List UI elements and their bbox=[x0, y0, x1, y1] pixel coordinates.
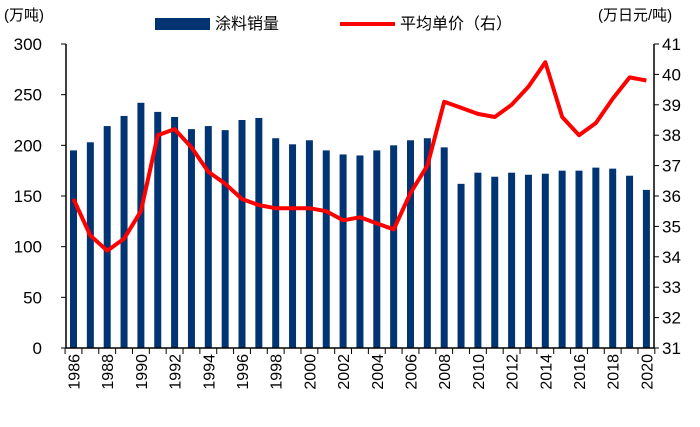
bar-2019 bbox=[626, 176, 633, 348]
bar-2020 bbox=[643, 190, 650, 348]
bar-1986 bbox=[70, 150, 77, 348]
x-tick-label: 1998 bbox=[269, 354, 286, 390]
left-tick-label: 150 bbox=[14, 187, 42, 206]
bar-1988 bbox=[104, 126, 111, 348]
left-tick-label: 300 bbox=[14, 35, 42, 54]
right-tick-label: 33 bbox=[662, 278, 681, 297]
right-tick-label: 40 bbox=[662, 65, 681, 84]
bar-2004 bbox=[373, 150, 380, 348]
bar-2013 bbox=[525, 175, 532, 348]
bar-1997 bbox=[255, 118, 262, 348]
left-tick-label: 200 bbox=[14, 136, 42, 155]
bar-2003 bbox=[356, 155, 363, 348]
x-tick-label: 2002 bbox=[336, 354, 353, 390]
legend-bar-swatch bbox=[155, 18, 210, 30]
left-tick-label: 100 bbox=[14, 238, 42, 257]
left-tick-label: 0 bbox=[33, 339, 42, 358]
bar-2014 bbox=[542, 174, 549, 348]
x-tick-label: 2006 bbox=[404, 354, 421, 390]
x-tick-label: 2004 bbox=[370, 354, 387, 390]
right-tick-label: 34 bbox=[662, 248, 681, 267]
right-tick-label: 39 bbox=[662, 96, 681, 115]
right-tick-label: 37 bbox=[662, 157, 681, 176]
bar-2016 bbox=[576, 171, 583, 348]
x-tick-label: 2000 bbox=[302, 354, 319, 390]
x-tick-label: 1986 bbox=[67, 354, 84, 390]
left-tick-label: 50 bbox=[23, 288, 42, 307]
legend-line-label: 平均单价（右） bbox=[400, 15, 512, 33]
bar-1990 bbox=[137, 103, 144, 348]
bar-1993 bbox=[188, 129, 195, 348]
bar-2015 bbox=[559, 171, 566, 348]
x-tick-label: 2010 bbox=[471, 354, 488, 390]
legend: 涂料销量 平均单价（右） bbox=[155, 15, 512, 33]
bar-2001 bbox=[323, 150, 330, 348]
x-tick-label: 2016 bbox=[572, 354, 589, 390]
bar-1995 bbox=[222, 130, 229, 348]
x-tick-label: 1994 bbox=[201, 354, 218, 390]
bar-2009 bbox=[458, 184, 465, 348]
bar-1996 bbox=[239, 120, 246, 348]
x-tick-label: 2018 bbox=[606, 354, 623, 390]
legend-bar-label: 涂料销量 bbox=[215, 15, 279, 33]
bar-2006 bbox=[407, 140, 414, 348]
bar-2017 bbox=[592, 168, 599, 348]
bar-2018 bbox=[609, 169, 616, 348]
right-tick-label: 36 bbox=[662, 187, 681, 206]
bar-2011 bbox=[491, 177, 498, 348]
bar-1998 bbox=[272, 138, 279, 348]
bar-2000 bbox=[306, 140, 313, 348]
x-tick-label: 2014 bbox=[538, 354, 555, 390]
right-tick-label: 35 bbox=[662, 217, 681, 236]
right-tick-label: 31 bbox=[662, 339, 681, 358]
bar-2010 bbox=[474, 173, 481, 348]
right-axis-unit: (万日元/吨) bbox=[598, 7, 672, 24]
x-tick-label: 1990 bbox=[134, 354, 151, 390]
x-tick-label: 2020 bbox=[639, 354, 656, 390]
bar-1987 bbox=[87, 142, 94, 348]
bar-2012 bbox=[508, 173, 515, 348]
x-tick-label: 1992 bbox=[168, 354, 185, 390]
x-tick-label: 2008 bbox=[437, 354, 454, 390]
bar-2002 bbox=[340, 154, 347, 348]
bar-1999 bbox=[289, 144, 296, 348]
left-axis-unit: (万吨) bbox=[4, 7, 44, 24]
bar-1992 bbox=[171, 117, 178, 348]
bar-1994 bbox=[205, 126, 212, 348]
x-tick-label: 1996 bbox=[235, 354, 252, 390]
x-tick-label: 2012 bbox=[505, 354, 522, 390]
x-tick-label: 1988 bbox=[100, 354, 117, 390]
bar-2008 bbox=[441, 147, 448, 348]
right-tick-label: 38 bbox=[662, 126, 681, 145]
right-tick-label: 32 bbox=[662, 309, 681, 328]
right-tick-label: 41 bbox=[662, 35, 681, 54]
left-tick-label: 250 bbox=[14, 86, 42, 105]
bar-2005 bbox=[390, 145, 397, 348]
